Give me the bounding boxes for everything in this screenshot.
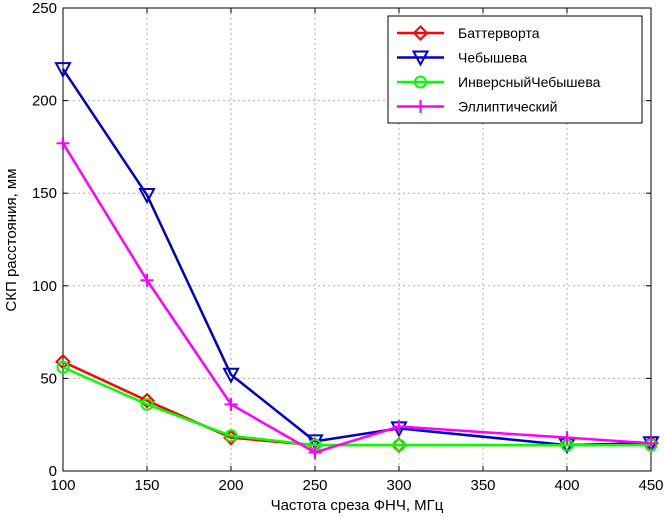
y-tick-label: 50 bbox=[40, 370, 57, 387]
legend-marker bbox=[414, 100, 427, 113]
data-point bbox=[392, 438, 406, 452]
data-point bbox=[140, 397, 154, 411]
legend-marker bbox=[414, 75, 427, 89]
data-point bbox=[56, 360, 70, 374]
y-tick-label: 200 bbox=[32, 93, 57, 110]
series-group bbox=[54, 62, 660, 459]
legend-entry: Чебышева bbox=[397, 50, 527, 67]
x-axis-title: Частота среза ФНЧ, МГц bbox=[271, 497, 444, 514]
data-point bbox=[56, 136, 70, 150]
axis-ticks: 100 150 200 250 300 350 400 450 0 50 100 150 200 250 bbox=[32, 0, 664, 494]
x-tick-label: 200 bbox=[218, 477, 243, 494]
plot-frame bbox=[62, 7, 652, 472]
data-point bbox=[140, 273, 154, 287]
y-tick-label: 0 bbox=[49, 463, 57, 480]
legend-entry: Баттерворта bbox=[397, 25, 540, 41]
x-tick-label: 300 bbox=[386, 477, 411, 494]
y-axis-title: СКП расстояния, мм bbox=[3, 168, 20, 311]
data-point bbox=[138, 188, 156, 205]
legend-label: ИнверсныйЧебышева bbox=[458, 74, 601, 90]
series-line bbox=[62, 366, 651, 447]
x-tick-label: 250 bbox=[302, 477, 327, 494]
legend: Баттерворта Чебышева ИнверсныйЧебышева Элли… bbox=[387, 15, 643, 124]
data-point bbox=[644, 436, 658, 450]
series-4 bbox=[56, 136, 658, 459]
data-point bbox=[224, 397, 238, 411]
x-tick-label: 450 bbox=[638, 477, 663, 494]
data-point bbox=[54, 62, 72, 79]
legend-marker bbox=[411, 50, 430, 67]
y-tick-label: 100 bbox=[32, 278, 57, 295]
y-tick-label: 250 bbox=[32, 0, 57, 17]
data-point bbox=[392, 420, 406, 434]
legend-entry: Эллиптический bbox=[397, 99, 557, 115]
legend-label: Чебышева bbox=[458, 50, 527, 66]
x-tick-label: 100 bbox=[50, 477, 75, 494]
legend-label: Баттерворта bbox=[458, 25, 540, 41]
y-tick-label: 150 bbox=[32, 185, 57, 202]
legend-label: Эллиптический bbox=[458, 99, 557, 115]
legend-entry: ИнверсныйЧебышева bbox=[397, 74, 601, 90]
x-tick-label: 350 bbox=[470, 477, 495, 494]
data-point bbox=[308, 445, 322, 459]
data-point bbox=[222, 367, 240, 384]
x-tick-label: 150 bbox=[134, 477, 159, 494]
data-point bbox=[139, 392, 155, 409]
x-tick-label: 400 bbox=[554, 477, 579, 494]
data-point bbox=[224, 429, 238, 443]
legend-marker bbox=[412, 25, 429, 41]
data-point bbox=[560, 431, 574, 445]
